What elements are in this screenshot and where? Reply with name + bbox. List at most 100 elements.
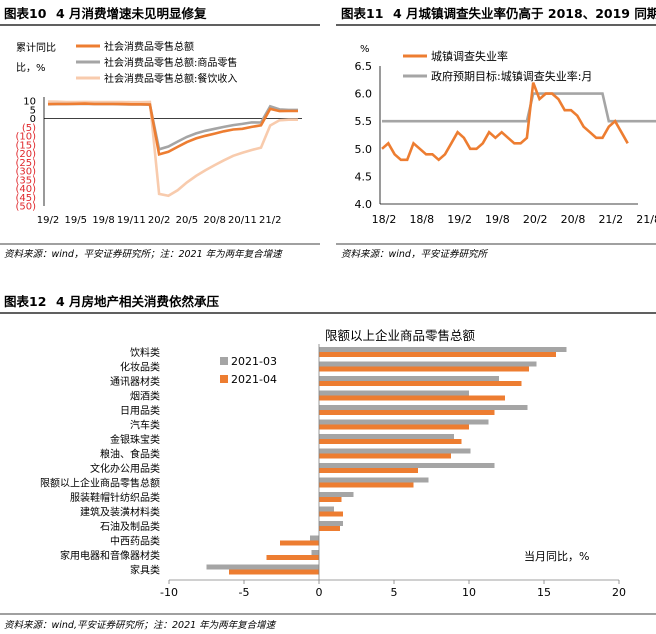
legend-label: 社会消费品零售总额:商品零售	[104, 56, 237, 69]
bar	[229, 569, 319, 575]
x-tick-label: 20/11	[228, 215, 257, 226]
bar	[319, 381, 522, 386]
y-tick-label: (30)	[15, 167, 36, 178]
x-tick-label: 18/2	[372, 213, 397, 226]
y-tick-label: (40)	[15, 184, 36, 195]
x-tick-label: 19/2	[447, 213, 472, 226]
y-tick-label: (15)	[15, 140, 36, 151]
bar	[319, 376, 499, 381]
bar	[319, 434, 454, 439]
x-tick-label: 19/11	[117, 215, 146, 226]
x-axis-label: 当月同比，%	[524, 549, 589, 563]
bar	[319, 419, 489, 425]
legend-label: 社会消费品零售总额:餐饮收入	[104, 72, 237, 85]
bar	[319, 439, 462, 444]
x-tick-label: -10	[160, 586, 178, 599]
fig10-title: 4 月消费增速未见明显修复	[56, 6, 207, 21]
x-tick-label: 19/2	[37, 215, 59, 226]
bar	[319, 506, 334, 512]
bar	[319, 347, 567, 352]
chart-title: 限额以上企业商品零售总额	[325, 328, 476, 343]
x-tick-label: 21/8	[636, 213, 656, 226]
y-axis-label: 比，%	[16, 62, 46, 74]
y-tick-label: (20)	[15, 149, 36, 160]
series-line	[381, 82, 629, 162]
x-tick-label: 20/2	[523, 213, 548, 226]
legend-label: 政府预期目标:城镇调查失业率:月	[431, 69, 592, 83]
fig11-label: 图表11	[341, 6, 383, 21]
bar	[319, 521, 343, 526]
fig10-source: 资料来源：wind，平安证券研究所；注：2021 年为两年复合增速	[4, 248, 283, 260]
y-tick-label: 0	[30, 114, 36, 125]
fig11-title: 4 月城镇调查失业率仍高于 2018、2019 同期	[393, 6, 656, 21]
x-tick-label: 21/2	[598, 213, 623, 226]
bar	[319, 410, 495, 415]
x-tick-label: 21/2	[259, 215, 281, 226]
y-tick-label: 5.5	[355, 115, 373, 128]
series-line	[382, 92, 656, 123]
series-line	[47, 100, 298, 198]
bar	[266, 555, 319, 560]
series-line	[47, 102, 298, 157]
legend-label: 2021-03	[231, 355, 277, 368]
category-label: 石油及制品类	[100, 520, 160, 533]
fig12-title: 4 月房地产相关消费依然承压	[56, 294, 220, 309]
x-tick-label: 19/5	[65, 215, 87, 226]
bar	[319, 497, 342, 502]
chart-retail-categories: 限额以上企业商品零售总额饮料类化妆品类通讯器材类烟酒类日用品类汽车类金银珠宝类粮…	[40, 328, 626, 599]
category-label: 中西药品类	[110, 535, 160, 548]
bar	[319, 361, 537, 367]
x-tick-label: 20/8	[203, 215, 225, 226]
y-tick-label: 5	[30, 105, 36, 116]
fig12-source: 资料来源：wind,平安证券研究所；注：2021 年为两年复合增速	[4, 619, 277, 631]
bar	[280, 540, 319, 546]
x-tick-label: 10	[462, 586, 476, 599]
bar	[319, 468, 418, 473]
category-label: 服装鞋帽针纺织品类	[70, 491, 160, 504]
bar	[319, 477, 429, 483]
y-tick-label: 10	[23, 97, 36, 108]
x-tick-label: 0	[316, 586, 323, 599]
category-label: 文化办公用品类	[90, 462, 160, 475]
y-tick-label: (5)	[22, 123, 36, 134]
legend-label: 城镇调查失业率	[431, 49, 508, 63]
bar	[206, 564, 319, 570]
y-tick-label: (35)	[15, 175, 36, 186]
fig12-label: 图表12	[4, 294, 46, 309]
bar	[319, 366, 529, 372]
category-label: 烟酒类	[130, 390, 160, 403]
bar	[319, 511, 343, 517]
y-tick-label: 4.5	[355, 170, 373, 183]
bar	[319, 526, 340, 531]
bar	[319, 448, 471, 454]
legend-label: 社会消费品零售总额	[104, 40, 194, 53]
y-tick-label: (25)	[15, 158, 36, 169]
category-label: 通讯器材类	[110, 375, 160, 388]
category-label: 汽车类	[130, 419, 160, 432]
category-label: 饮料类	[130, 346, 160, 359]
legend-swatch	[220, 357, 228, 365]
bar	[311, 550, 319, 555]
y-tick-label: 4.0	[355, 198, 373, 211]
bar	[319, 405, 528, 410]
bar	[319, 395, 505, 401]
fig10-label: 图表10	[4, 6, 47, 21]
y-tick-label: 5.0	[355, 143, 373, 156]
chart-unemployment: 6.5 6.0 5.5 5.0 4.5 4.0% 18/2 18/8 19/2 19/8 20/2 2…	[355, 44, 656, 226]
x-tick-label: -5	[239, 586, 250, 599]
category-label: 金银珠宝类	[110, 433, 160, 446]
bar	[319, 453, 451, 459]
bar	[319, 390, 469, 396]
x-tick-label: 19/8	[92, 215, 114, 226]
y-tick-label: (45)	[15, 193, 36, 204]
x-tick-label: 5	[391, 586, 398, 599]
x-tick-label: 18/8	[409, 213, 434, 226]
y-tick-label: 6.0	[355, 88, 373, 101]
legend-label: 2021-04	[231, 373, 277, 386]
bar	[319, 463, 495, 468]
bar	[319, 492, 354, 497]
bar	[319, 352, 556, 357]
x-tick-label: 20/2	[148, 215, 170, 226]
